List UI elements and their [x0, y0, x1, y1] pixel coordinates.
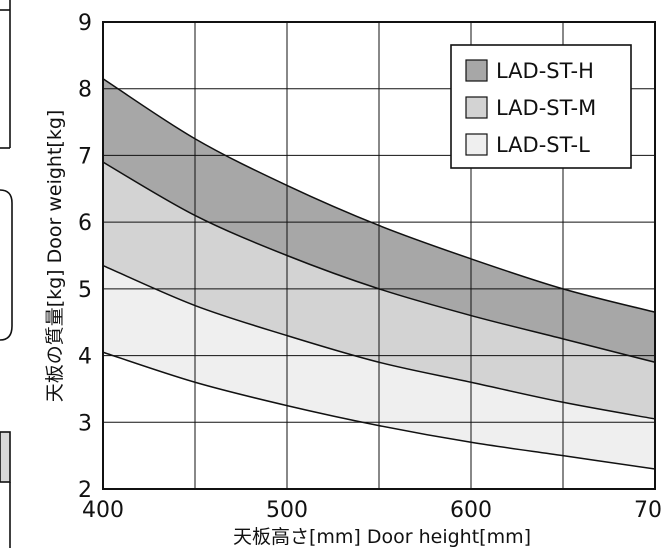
- left-rounded-frame: [0, 189, 13, 341]
- boundary-curve-m-lower: [102, 264, 656, 420]
- y-axis-label: 天板の質量[kg] Door weight[kg]: [44, 110, 66, 403]
- legend-label-lad-st-h: LAD-ST-H: [496, 59, 594, 83]
- y-tick-label-2: 2: [78, 478, 92, 503]
- x-tick-label-600: 600: [450, 498, 492, 523]
- boundary-curve-h-upper: [102, 78, 656, 313]
- x-tick-label-400: 400: [82, 498, 124, 523]
- boundary-curve-l-lower: [102, 351, 656, 470]
- y-tick-label-5: 5: [78, 278, 92, 303]
- legend-swatch-lad-st-m: [465, 96, 488, 119]
- legend-swatch-lad-st-l: [465, 133, 488, 156]
- left-shaded-box: [0, 431, 11, 483]
- y-tick-label-4: 4: [78, 345, 92, 370]
- legend-swatch-lad-st-h: [465, 59, 488, 82]
- x-tick-label-700: 700: [634, 498, 661, 523]
- series-band-lad-st-h: [103, 78, 655, 363]
- y-tick-label-6: 6: [78, 211, 92, 236]
- legend-label-lad-st-m: LAD-ST-M: [496, 96, 596, 120]
- x-axis-label: 天板高さ[mm] Door height[mm]: [233, 526, 531, 548]
- x-tick-label-500: 500: [266, 498, 308, 523]
- y-tick-label-8: 8: [78, 78, 92, 103]
- y-tick-label-3: 3: [78, 411, 92, 436]
- y-tick-label-7: 7: [78, 144, 92, 169]
- y-tick-label-9: 9: [78, 11, 92, 36]
- text-layer: 2 3 4 5 6 7 8 9 400 500 600 700 天板高さ[mm] Door height…: [44, 11, 661, 548]
- left-cropped-fragments: [0, 0, 13, 548]
- plot-frame: [102, 21, 656, 490]
- legend-label-lad-st-l: LAD-ST-L: [496, 133, 590, 157]
- boundary-curve-h-lower: [102, 161, 656, 363]
